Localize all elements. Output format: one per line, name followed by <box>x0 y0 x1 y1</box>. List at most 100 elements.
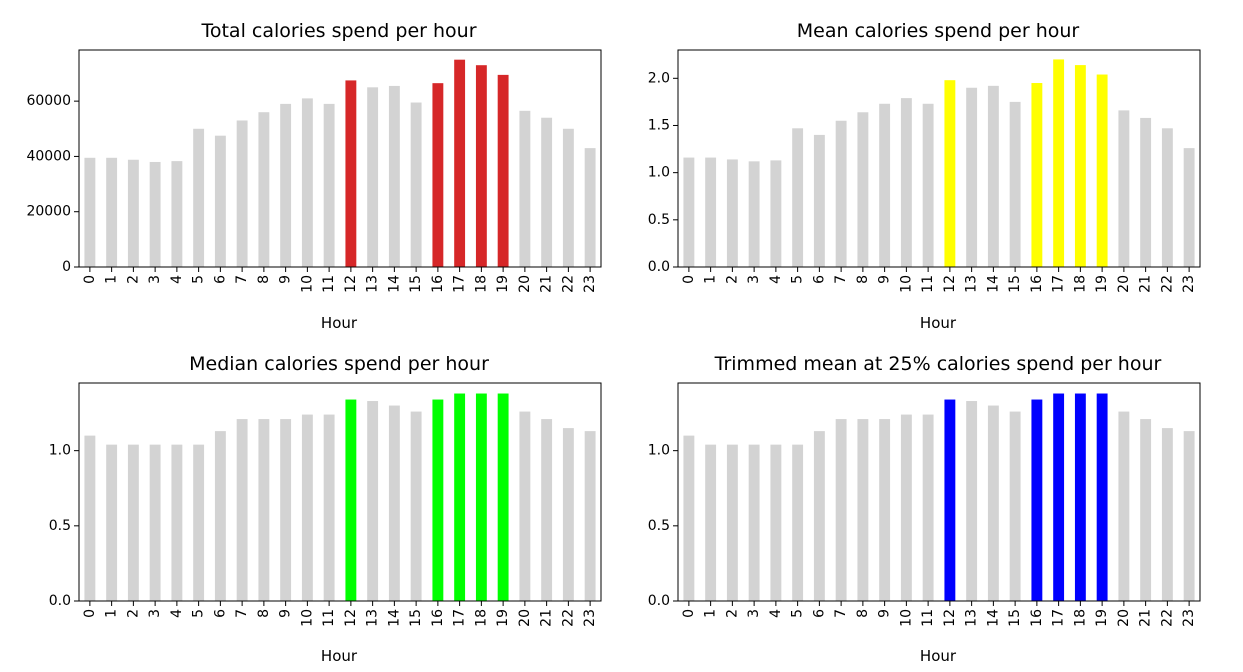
bar-hour-21 <box>541 117 553 267</box>
bar-hour-12 <box>944 80 956 267</box>
x-tick-label: 11 <box>321 275 337 293</box>
y-tick-label: 0.0 <box>49 593 71 609</box>
x-tick-label: 7 <box>833 275 849 284</box>
chart-title: Median calories spend per hour <box>189 353 489 375</box>
x-tick-label: 5 <box>790 275 806 284</box>
bar-hour-23 <box>584 431 596 601</box>
bar-hour-19 <box>1096 393 1108 601</box>
x-tick-label: 7 <box>234 609 250 618</box>
bar-hour-1 <box>106 444 118 601</box>
x-tick-label: 19 <box>495 609 511 627</box>
bar-hour-6 <box>813 431 825 601</box>
y-tick-label: 1.0 <box>648 443 670 459</box>
x-tick-label: 0 <box>681 275 697 284</box>
x-tick-label: 23 <box>1181 275 1197 293</box>
bar-hour-23 <box>1183 431 1195 601</box>
bar-hour-8 <box>857 112 869 268</box>
x-tick-label: 0 <box>82 275 98 284</box>
x-tick-label: 2 <box>125 609 141 618</box>
x-tick-label: 0 <box>681 609 697 618</box>
bar-hour-12 <box>345 80 357 267</box>
x-tick-label: 12 <box>942 609 958 627</box>
bar-hour-10 <box>900 414 912 601</box>
bar-hour-8 <box>857 419 869 601</box>
bar-hour-3 <box>149 444 161 601</box>
x-tick-label: 2 <box>125 275 141 284</box>
bar-hour-11 <box>323 414 335 601</box>
x-tick-label: 20 <box>517 609 533 627</box>
bar-hour-2 <box>127 444 139 601</box>
bar-hour-21 <box>1140 117 1152 268</box>
x-tick-label: 20 <box>517 275 533 293</box>
x-tick-label: 1 <box>703 275 719 284</box>
x-tick-label: 4 <box>169 275 185 284</box>
bar-hour-19 <box>1096 74 1108 267</box>
bar-hour-5 <box>193 444 205 601</box>
x-tick-label: 12 <box>343 275 359 293</box>
bar-hour-18 <box>1074 65 1086 267</box>
x-tick-label: 21 <box>539 275 555 293</box>
bar-hour-19 <box>497 74 509 267</box>
x-tick-label: 8 <box>256 609 272 618</box>
bar-hour-1 <box>705 157 717 267</box>
bar-hour-11 <box>922 103 934 267</box>
x-tick-label: 10 <box>299 609 315 627</box>
x-axis-label: Hour <box>920 647 957 665</box>
x-axis-label: Hour <box>920 314 957 332</box>
bar-hour-17 <box>454 59 466 268</box>
x-tick-label: 6 <box>811 275 827 284</box>
bar-hour-1 <box>106 157 118 267</box>
bar-hour-1 <box>705 444 717 601</box>
x-tick-label: 7 <box>234 275 250 284</box>
bar-hour-23 <box>1183 148 1195 267</box>
y-tick-label: 0.0 <box>648 259 670 275</box>
bar-hour-9 <box>280 419 292 601</box>
bar-hour-18 <box>1074 393 1086 601</box>
x-tick-label: 21 <box>1138 609 1154 627</box>
bar-hour-15 <box>410 102 422 268</box>
bar-hour-17 <box>454 393 466 601</box>
x-tick-label: 7 <box>833 609 849 618</box>
x-tick-label: 16 <box>430 609 446 627</box>
x-tick-label: 9 <box>278 275 294 284</box>
bar-hour-15 <box>410 411 422 601</box>
x-tick-label: 6 <box>212 275 228 284</box>
x-tick-label: 2 <box>724 609 740 618</box>
x-tick-label: 17 <box>452 275 468 293</box>
bar-hour-22 <box>562 128 574 267</box>
x-tick-label: 23 <box>582 609 598 627</box>
bar-hour-13 <box>966 401 978 601</box>
bar-hour-19 <box>497 393 509 601</box>
x-tick-label: 1 <box>104 609 120 618</box>
bar-hour-2 <box>127 159 139 267</box>
x-tick-label: 0 <box>82 609 98 618</box>
x-tick-label: 19 <box>1094 275 1110 293</box>
bar-hour-0 <box>683 157 695 267</box>
x-tick-label: 13 <box>365 275 381 293</box>
bar-hour-23 <box>584 148 596 267</box>
bar-hour-16 <box>432 83 444 267</box>
x-tick-label: 8 <box>855 275 871 284</box>
bar-hour-6 <box>214 135 226 267</box>
bar-hour-20 <box>519 110 531 267</box>
bar-hour-16 <box>1031 399 1043 601</box>
bar-hour-7 <box>236 120 248 268</box>
x-tick-label: 10 <box>898 609 914 627</box>
x-tick-label: 8 <box>855 609 871 618</box>
bar-hour-9 <box>879 103 891 267</box>
x-tick-label: 6 <box>811 609 827 618</box>
bar-hour-21 <box>541 419 553 601</box>
bar-hour-16 <box>1031 83 1043 268</box>
bar-hour-18 <box>475 393 487 601</box>
x-axis-label: Hour <box>321 314 358 332</box>
bar-hour-10 <box>301 414 313 601</box>
bar-hour-15 <box>1009 101 1021 267</box>
bar-hour-3 <box>149 161 161 267</box>
y-tick-label: 2.0 <box>648 70 670 86</box>
x-tick-label: 18 <box>1072 609 1088 627</box>
x-tick-label: 15 <box>1007 609 1023 627</box>
